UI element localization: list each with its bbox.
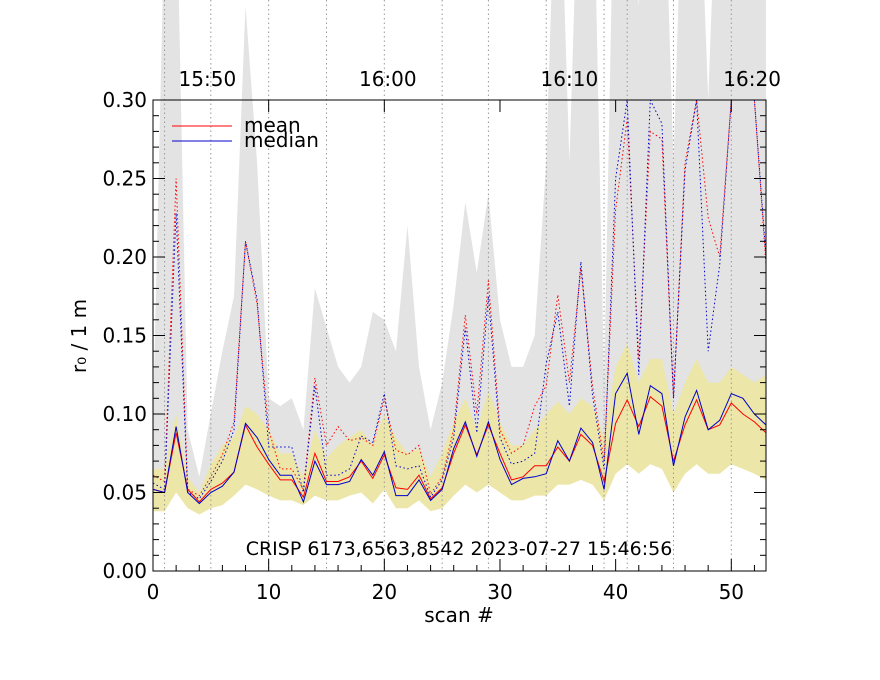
bands-group xyxy=(153,0,766,515)
x-tick-label: 50 xyxy=(719,580,744,604)
series-median-dotted xyxy=(153,100,766,500)
axis-ticks xyxy=(152,99,766,572)
x-tick-label: 10 xyxy=(256,580,281,604)
chart-annotation: CRISP 6173,6563,8542 2023-07-27 15:46:56 xyxy=(246,538,673,560)
y-tick-label: 0.00 xyxy=(102,559,147,583)
y-tick-label: 0.10 xyxy=(102,402,147,426)
x-tick-label: 30 xyxy=(487,580,512,604)
legend: mean median xyxy=(172,113,319,152)
series-mean-dotted xyxy=(153,100,766,497)
time-label: 16:10 xyxy=(541,67,599,91)
axis-labels: 0 10 20 30 40 50 0.00 0.05 0.10 0.15 0.20 0.25 0.30 1… xyxy=(102,67,780,604)
time-label: 16:20 xyxy=(723,67,781,91)
band-yellow-range xyxy=(153,343,766,515)
legend-label-median: median xyxy=(244,128,319,152)
x-tick-label: 0 xyxy=(147,580,160,604)
y-tick-label: 0.30 xyxy=(102,88,147,112)
x-tick-label: 20 xyxy=(372,580,397,604)
y-tick-label: 0.20 xyxy=(102,245,147,269)
time-label: 16:00 xyxy=(359,67,417,91)
band-grey-range xyxy=(153,0,766,509)
series-mean xyxy=(153,395,766,503)
y-axis-title: r₀ / 1 m xyxy=(67,299,91,373)
y-tick-label: 0.05 xyxy=(102,481,147,505)
series-group xyxy=(153,100,766,505)
y-tick-label: 0.15 xyxy=(102,324,147,348)
legend-label-mean: mean xyxy=(244,113,301,137)
x-axis-title: scan # xyxy=(424,603,493,627)
series-median xyxy=(153,371,766,505)
y-tick-label: 0.25 xyxy=(102,167,147,191)
x-tick-label: 40 xyxy=(603,580,628,604)
time-label: 15:50 xyxy=(179,67,237,91)
vertical-markers xyxy=(164,0,732,571)
